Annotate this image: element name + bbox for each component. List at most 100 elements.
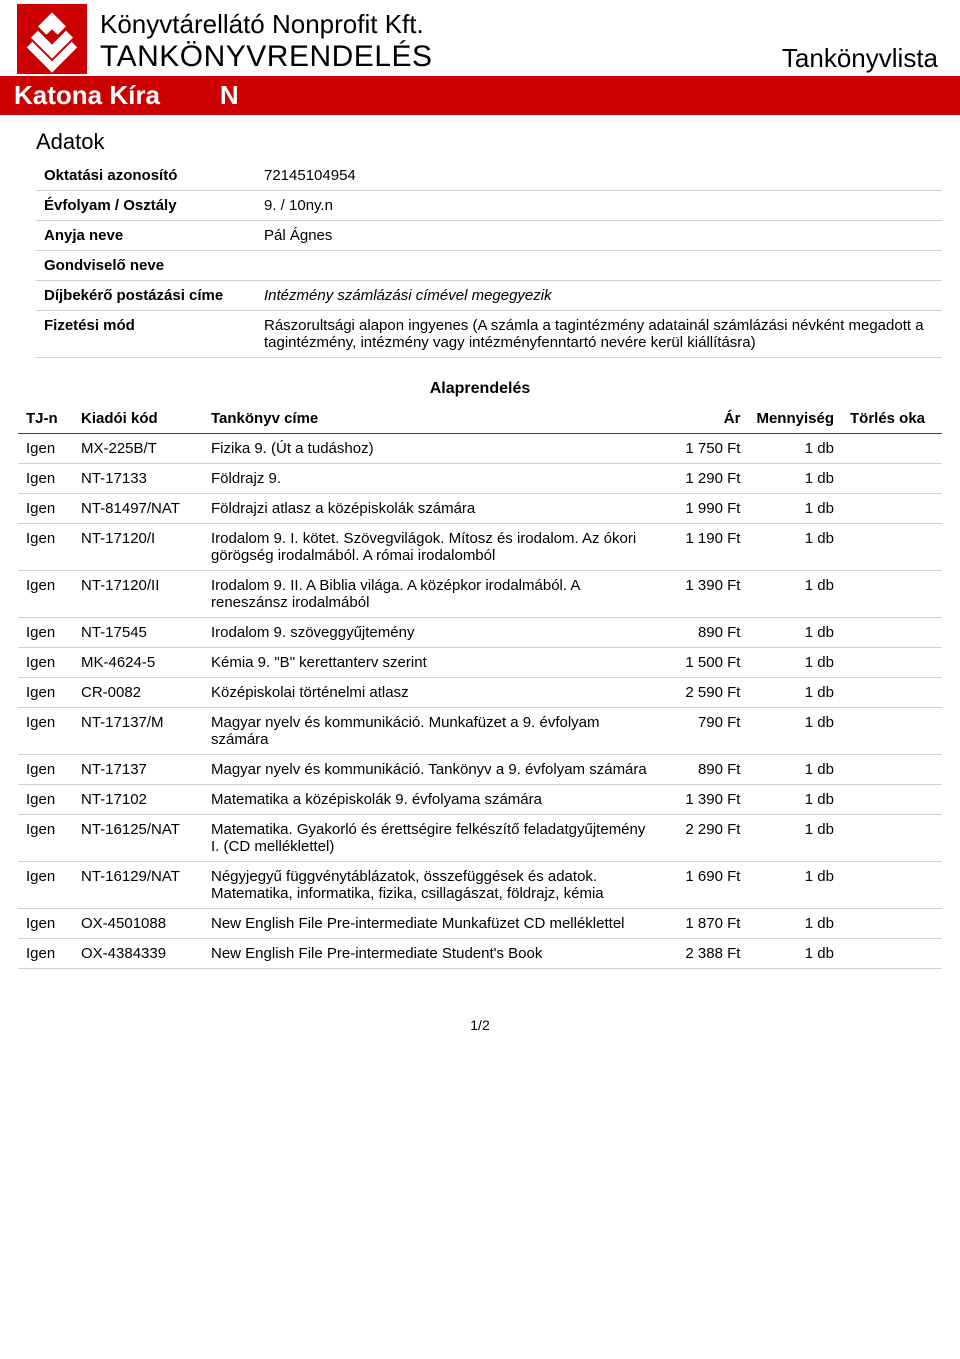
cell-title: Fizika 9. (Út a tudáshoz)	[203, 434, 658, 464]
table-row: IgenNT-16129/NATNégyjegyű függvénytábláz…	[18, 862, 942, 909]
cell-price: 890 Ft	[658, 755, 748, 785]
cell-tjn: Igen	[18, 909, 73, 939]
cell-qty: 1 db	[748, 939, 842, 969]
info-row: Gondviselő neve	[36, 251, 942, 281]
books-table: TJ-n Kiadói kód Tankönyv címe Ár Mennyis…	[18, 404, 942, 969]
info-row: Oktatási azonosító72145104954	[36, 161, 942, 191]
cell-price: 1 690 Ft	[658, 862, 748, 909]
cell-code: NT-17133	[73, 464, 203, 494]
cell-del	[842, 434, 942, 464]
info-value: Rászorultsági alapon ingyenes (A számla …	[256, 311, 942, 358]
cell-del	[842, 571, 942, 618]
cell-qty: 1 db	[748, 524, 842, 571]
cell-tjn: Igen	[18, 815, 73, 862]
cell-code: MK-4624-5	[73, 648, 203, 678]
cell-title: Magyar nyelv és kommunikáció. Munkafüzet…	[203, 708, 658, 755]
cell-price: 1 390 Ft	[658, 785, 748, 815]
cell-tjn: Igen	[18, 524, 73, 571]
cell-title: Irodalom 9. I. kötet. Szövegvilágok. Mít…	[203, 524, 658, 571]
order-header: Alaprendelés	[18, 380, 942, 398]
info-table: Oktatási azonosító72145104954Évfolyam / …	[36, 161, 942, 358]
cell-price: 2 388 Ft	[658, 939, 748, 969]
cell-price: 1 750 Ft	[658, 434, 748, 464]
cell-title: Négyjegyű függvénytáblázatok, összefüggé…	[203, 862, 658, 909]
info-value: 72145104954	[256, 161, 942, 191]
cell-qty: 1 db	[748, 648, 842, 678]
cell-qty: 1 db	[748, 909, 842, 939]
books-header-row: TJ-n Kiadói kód Tankönyv címe Ár Mennyis…	[18, 404, 942, 434]
cell-del	[842, 524, 942, 571]
student-name-bar: Katona Kíra N	[0, 76, 960, 115]
table-row: IgenMX-225B/TFizika 9. (Út a tudáshoz)1 …	[18, 434, 942, 464]
table-row: IgenNT-17120/IIIrodalom 9. II. A Biblia …	[18, 571, 942, 618]
cell-tjn: Igen	[18, 678, 73, 708]
title-block: Könyvtárellátó Nonprofit Kft. TANKÖNYVRE…	[92, 9, 782, 74]
cell-qty: 1 db	[748, 708, 842, 755]
cell-price: 1 500 Ft	[658, 648, 748, 678]
cell-tjn: Igen	[18, 464, 73, 494]
cell-tjn: Igen	[18, 494, 73, 524]
cell-code: NT-17137/M	[73, 708, 203, 755]
cell-qty: 1 db	[748, 434, 842, 464]
cell-title: Irodalom 9. szöveggyűjtemény	[203, 618, 658, 648]
cell-code: NT-16125/NAT	[73, 815, 203, 862]
cell-tjn: Igen	[18, 648, 73, 678]
cell-title: Magyar nyelv és kommunikáció. Tankönyv a…	[203, 755, 658, 785]
cell-tjn: Igen	[18, 755, 73, 785]
cell-title: Középiskolai történelmi atlasz	[203, 678, 658, 708]
table-row: IgenNT-17545Irodalom 9. szöveggyűjtemény…	[18, 618, 942, 648]
info-label: Anyja neve	[36, 221, 256, 251]
student-name: Katona Kíra	[14, 80, 160, 111]
cell-price: 1 390 Ft	[658, 571, 748, 618]
cell-code: NT-16129/NAT	[73, 862, 203, 909]
col-code: Kiadói kód	[73, 404, 203, 434]
table-row: IgenNT-81497/NATFöldrajzi atlasz a közép…	[18, 494, 942, 524]
col-del: Törlés oka	[842, 404, 942, 434]
info-section: Adatok Oktatási azonosító72145104954Évfo…	[36, 129, 942, 358]
info-row: Díjbekérő postázási címeIntézmény számlá…	[36, 281, 942, 311]
cell-code: NT-17102	[73, 785, 203, 815]
cell-title: Matematika a középiskolák 9. évfolyama s…	[203, 785, 658, 815]
info-label: Díjbekérő postázási címe	[36, 281, 256, 311]
table-row: IgenNT-17133Földrajz 9.1 290 Ft1 db	[18, 464, 942, 494]
cell-tjn: Igen	[18, 708, 73, 755]
table-row: IgenNT-17137Magyar nyelv és kommunikáció…	[18, 755, 942, 785]
cell-title: Kémia 9. "B" kerettanterv szerint	[203, 648, 658, 678]
subtitle: TANKÖNYVRENDELÉS	[100, 40, 782, 74]
info-label: Fizetési mód	[36, 311, 256, 358]
info-value: Intézmény számlázási címével megegyezik	[256, 281, 942, 311]
info-label: Gondviselő neve	[36, 251, 256, 281]
cell-qty: 1 db	[748, 862, 842, 909]
cell-price: 1 190 Ft	[658, 524, 748, 571]
cell-title: Irodalom 9. II. A Biblia világa. A közép…	[203, 571, 658, 618]
table-row: IgenCR-0082Középiskolai történelmi atlas…	[18, 678, 942, 708]
info-row: Évfolyam / Osztály9. / 10ny.n	[36, 191, 942, 221]
cell-code: NT-17137	[73, 755, 203, 785]
kello-logo-icon	[17, 4, 87, 74]
table-row: IgenOX-4501088New English File Pre-inter…	[18, 909, 942, 939]
table-row: IgenNT-17102Matematika a középiskolák 9.…	[18, 785, 942, 815]
cell-del	[842, 862, 942, 909]
cell-tjn: Igen	[18, 571, 73, 618]
cell-tjn: Igen	[18, 434, 73, 464]
logo	[12, 4, 92, 74]
info-value: 9. / 10ny.n	[256, 191, 942, 221]
cell-tjn: Igen	[18, 939, 73, 969]
cell-del	[842, 648, 942, 678]
page-header: Könyvtárellátó Nonprofit Kft. TANKÖNYVRE…	[0, 0, 960, 76]
order-section: Alaprendelés TJ-n Kiadói kód Tankönyv cí…	[18, 380, 942, 969]
col-tjn: TJ-n	[18, 404, 73, 434]
company-name: Könyvtárellátó Nonprofit Kft.	[100, 9, 782, 40]
table-row: IgenNT-16125/NATMatematika. Gyakorló és …	[18, 815, 942, 862]
cell-title: New English File Pre-intermediate Studen…	[203, 939, 658, 969]
table-row: IgenOX-4384339New English File Pre-inter…	[18, 939, 942, 969]
cell-qty: 1 db	[748, 571, 842, 618]
info-label: Évfolyam / Osztály	[36, 191, 256, 221]
info-label: Oktatási azonosító	[36, 161, 256, 191]
cell-price: 2 590 Ft	[658, 678, 748, 708]
cell-price: 1 290 Ft	[658, 464, 748, 494]
cell-qty: 1 db	[748, 785, 842, 815]
cell-qty: 1 db	[748, 755, 842, 785]
cell-code: NT-17120/I	[73, 524, 203, 571]
cell-qty: 1 db	[748, 678, 842, 708]
